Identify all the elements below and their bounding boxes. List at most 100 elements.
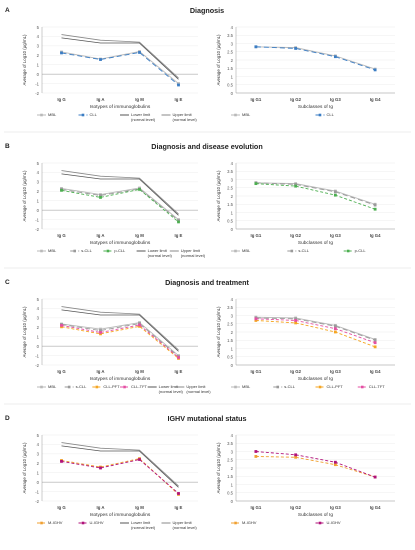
right-x-tick-label: Ig G1: [251, 369, 262, 374]
left-y-tick-label: -2: [35, 227, 39, 232]
legend-marker: [234, 385, 237, 389]
right-x-tick-label: Ig G4: [370, 505, 381, 510]
right-y-tick-label: 4: [231, 433, 234, 438]
data-point: [177, 492, 180, 495]
series-line: [255, 182, 376, 206]
series-line: [255, 182, 376, 205]
series-line: [61, 188, 179, 221]
right-y-tick-label: 2: [231, 58, 234, 63]
right-y-tick-label: 0.5: [227, 83, 233, 88]
left-x-tick-label: Ig E: [175, 369, 183, 374]
left-x-tick-label: Ig E: [175, 233, 183, 238]
data-point: [333, 330, 337, 334]
right-x-tick-label: Ig G4: [370, 233, 381, 238]
series-line: [255, 318, 376, 344]
data-point: [254, 182, 258, 186]
right-y-tick-label: 3: [231, 313, 234, 318]
data-point: [138, 322, 141, 325]
legend-label: MBL: [48, 248, 57, 253]
legend-label: Lower limit (normal level): [159, 384, 184, 394]
legend-label: MBL: [48, 384, 57, 389]
legend-label: CLL-TFT: [369, 384, 386, 389]
right-y-tick-label: 0.5: [227, 219, 233, 224]
series-line: [255, 316, 376, 340]
right-x-tick-label: Ig G1: [251, 233, 262, 238]
right-y-tick-label: 1: [231, 482, 234, 487]
series-line: [255, 456, 376, 478]
legend-label: U-IGHV: [90, 520, 104, 525]
right-x-axis-label: Subclasses of Ig: [298, 376, 334, 382]
left-y-axis-label: Average of Log10 (µg/mL): [22, 442, 27, 494]
left-y-tick-label: -1: [35, 217, 39, 222]
left-y-tick-label: 5: [37, 297, 40, 302]
data-point: [294, 455, 298, 459]
right-y-tick-label: 1.5: [227, 474, 233, 479]
left-y-tick-label: 4: [37, 170, 40, 175]
data-point: [99, 327, 102, 331]
series-line: [61, 51, 179, 86]
data-point: [99, 194, 102, 197]
left-y-tick-label: 2: [37, 189, 40, 194]
left-y-tick-label: 0: [37, 480, 40, 485]
legend-label: s-CLL: [284, 384, 295, 389]
left-x-axis-label: Isotypes of immunoglobulins: [90, 240, 151, 246]
data-point: [138, 51, 141, 54]
legend-label: Upper limit (normal level): [186, 384, 211, 394]
left-y-tick-label: 3: [37, 316, 40, 321]
panel-title: Diagnosis: [190, 6, 224, 15]
left-y-tick-label: -2: [35, 363, 39, 368]
legend-label: s-CLL: [298, 248, 309, 253]
legend-marker: [81, 113, 85, 117]
data-point: [138, 324, 141, 328]
panel-letter: C: [5, 279, 10, 286]
right-x-tick-label: Ig G2: [290, 97, 301, 102]
panel-d: D IGHV mutational status -2 -1 0 1 2 3 4 5 Ig G Ig …: [5, 414, 395, 530]
left-y-tick-label: -1: [35, 489, 39, 494]
left-x-tick-label: Ig M: [135, 505, 144, 510]
series-line: [61, 170, 179, 215]
series-line: [61, 173, 179, 216]
data-point: [373, 475, 377, 479]
left-y-tick-label: 0: [37, 344, 40, 349]
data-point: [99, 329, 102, 332]
data-point: [60, 325, 63, 329]
data-point: [99, 466, 102, 470]
panel-letter: A: [5, 7, 10, 14]
right-y-tick-label: 1.5: [227, 202, 233, 207]
legend-marker: [234, 249, 237, 253]
left-y-tick-label: 5: [37, 25, 40, 30]
legend-label: MBL: [242, 248, 251, 253]
legend-marker: [360, 385, 364, 389]
left-x-tick-label: Ig A: [97, 505, 105, 510]
right-x-tick-label: Ig G3: [330, 97, 341, 102]
right-y-tick-label: 0.5: [227, 355, 233, 360]
series-line: [255, 451, 376, 478]
legend-label: Lower limit (normal level): [131, 112, 156, 122]
left-x-tick-label: Ig A: [97, 97, 105, 102]
right-y-tick-label: 3: [231, 41, 234, 46]
series-line: [61, 187, 179, 220]
right-y-tick-label: 2.5: [227, 186, 233, 191]
right-y-tick-label: 0: [231, 227, 234, 232]
legend-label: MBL: [242, 384, 251, 389]
right-y-tick-label: 1: [231, 74, 234, 79]
left-y-axis-label: Average of Log10 (µg/mL): [22, 34, 27, 86]
left-y-tick-label: 1: [37, 335, 40, 340]
legend-marker: [123, 385, 126, 389]
left-y-tick-label: -2: [35, 499, 39, 504]
left-y-tick-label: 1: [37, 199, 40, 204]
right-y-tick-label: 2: [231, 466, 234, 471]
right-x-tick-label: Ig G3: [330, 369, 341, 374]
left-y-tick-label: 2: [37, 325, 40, 330]
right-y-tick-label: 1.5: [227, 66, 233, 71]
legend-label: CLL: [90, 112, 98, 117]
right-x-axis-label: Subclasses of Ig: [298, 512, 334, 518]
data-point: [99, 331, 102, 334]
legend-label: Lower limit (normal level): [131, 520, 156, 530]
right-y-tick-label: 0.5: [227, 491, 233, 496]
data-point: [60, 324, 63, 327]
legend-marker: [73, 249, 76, 253]
right-x-axis-label: Subclasses of Ig: [298, 104, 334, 110]
right-y-tick-label: 4: [231, 25, 234, 30]
left-y-axis-label: Average of Log10 (µg/mL): [22, 306, 27, 358]
